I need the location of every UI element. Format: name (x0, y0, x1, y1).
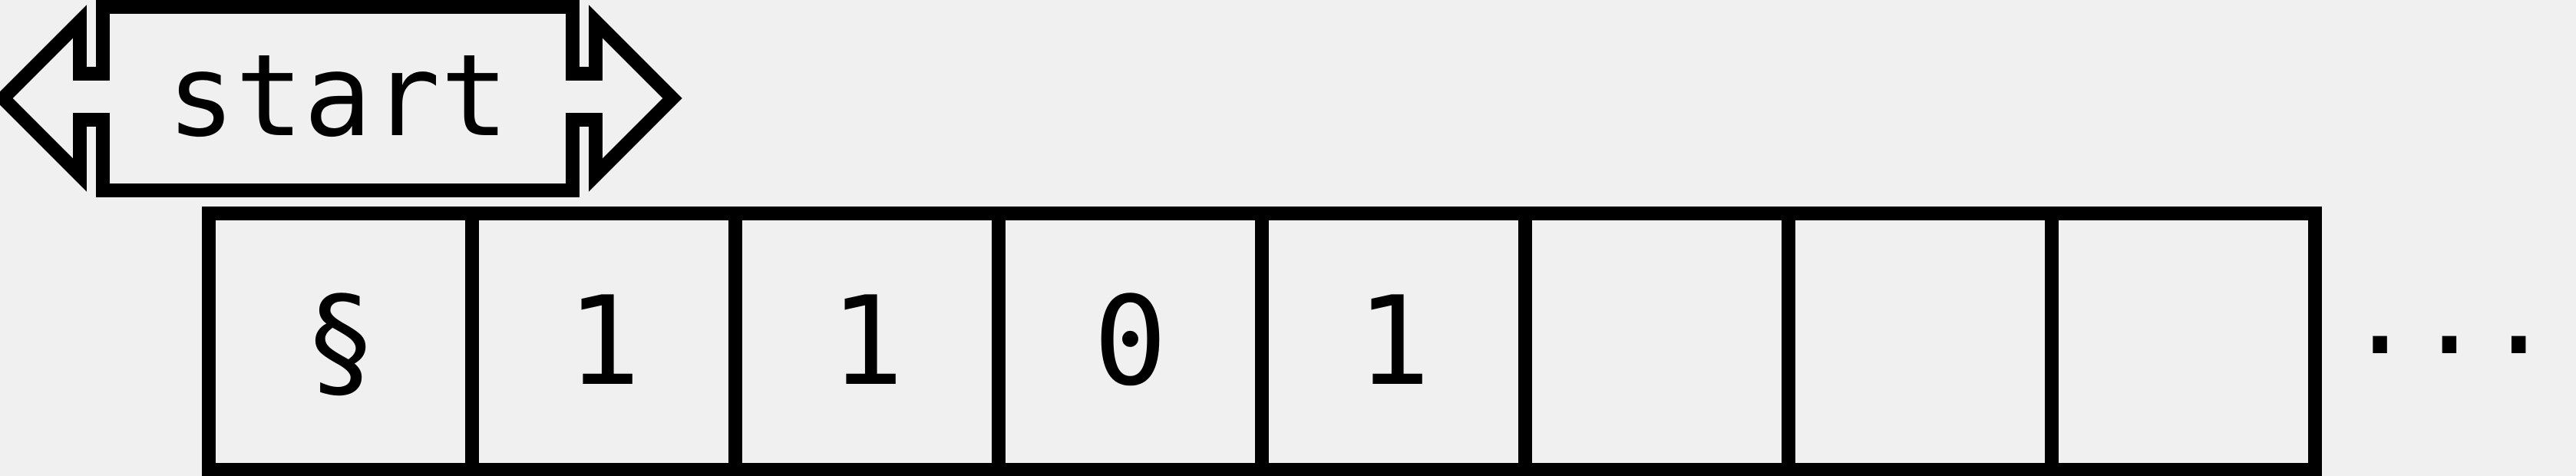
tape-cell-symbol: 1 (566, 269, 640, 413)
state-head-indicator: start (0, 0, 682, 197)
tape-cell (1782, 207, 2059, 476)
tape-cell-symbol: 1 (830, 269, 903, 413)
tape-cell-symbol: 0 (1093, 269, 1167, 413)
tape: § 1 1 0 1 (202, 207, 2322, 476)
tape-cell-border (1518, 207, 1795, 476)
state-label: start (167, 30, 509, 162)
tape-cell-symbol: 1 (1356, 269, 1430, 413)
double-arrow-shape (0, 0, 682, 197)
tape-cell: 1 (1255, 207, 1532, 476)
tape-cell (1518, 207, 1795, 476)
tape-cell-symbol: § (303, 269, 377, 413)
tape-cell-border (2045, 207, 2322, 476)
tape-cell-border (1782, 207, 2059, 476)
tape-continuation: ... (2346, 247, 2554, 381)
tape-cell: 1 (728, 207, 1006, 476)
tape-cell: § (202, 207, 479, 476)
tape-cell: 1 (465, 207, 742, 476)
tape-cell: 0 (992, 207, 1269, 476)
tape-cell (2045, 207, 2322, 476)
